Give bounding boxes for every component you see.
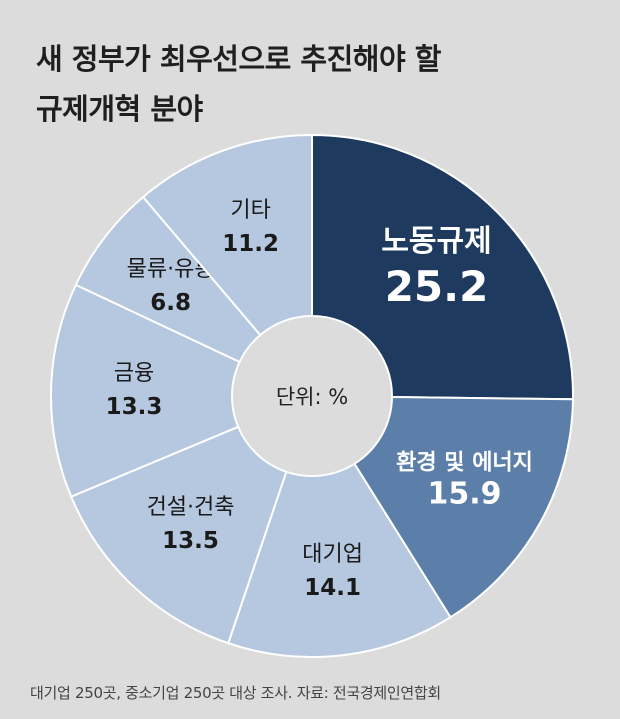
slice-label-7: 기타 xyxy=(230,198,270,223)
chart-title-line2: 규제개혁 분야 xyxy=(36,92,203,126)
slice-value-2: 15.9 xyxy=(428,477,502,512)
center-unit-label: 단위: % xyxy=(276,385,348,409)
source-note: 대기업 250곳, 중소기업 250곳 대상 조사. 자료: 전국경제인연합회 xyxy=(30,684,441,702)
slice-label-1: 노동규제 xyxy=(381,224,491,259)
slice-7 xyxy=(141,133,313,337)
slice-4 xyxy=(69,425,288,645)
slice-value-1: 25.2 xyxy=(385,262,489,311)
donut-center xyxy=(233,317,391,475)
slice-label-4: 건설·건축 xyxy=(147,495,235,520)
slice-value-3: 14.1 xyxy=(304,575,361,601)
slice-label-3: 대기업 xyxy=(302,542,363,567)
slice-value-6: 6.8 xyxy=(150,290,191,316)
slice-3 xyxy=(226,462,452,658)
slice-value-4: 13.5 xyxy=(162,528,219,554)
chart-title: 새 정부가 최우선으로 추진해야 할 규제개혁 분야 xyxy=(36,34,596,134)
slice-label-2: 환경 및 에너지 xyxy=(396,451,533,476)
slice-2 xyxy=(353,395,574,619)
slice-value-5: 13.3 xyxy=(106,394,163,420)
slice-value-7: 11.2 xyxy=(222,231,279,257)
slice-1 xyxy=(311,133,574,401)
slice-5 xyxy=(50,283,241,498)
chart-title-line1: 새 정부가 최우선으로 추진해야 할 xyxy=(36,42,441,76)
slice-label-5: 금융 xyxy=(114,361,154,386)
